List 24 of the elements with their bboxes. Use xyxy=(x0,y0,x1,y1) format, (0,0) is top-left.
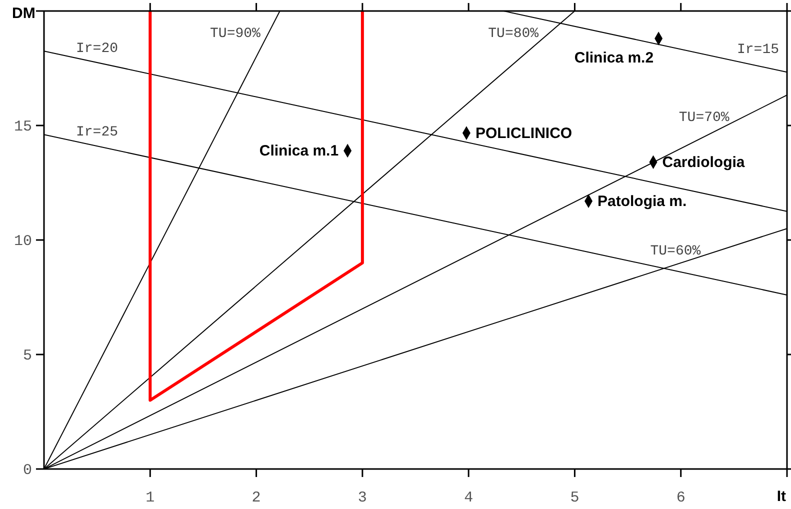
y-tick-label: 0 xyxy=(22,462,32,479)
legend-label: TU=90% xyxy=(210,26,262,42)
series-label: Ir=25 xyxy=(76,124,118,141)
y-tick-label: 5 xyxy=(22,347,32,364)
series-label: TU=60% xyxy=(650,244,702,260)
series-label: TU=70% xyxy=(678,110,730,126)
series-label: TU=80% xyxy=(488,26,540,42)
y-axis-title: DM xyxy=(12,5,36,22)
y-tick-label: 15 xyxy=(14,118,32,136)
x-tick-label: 3 xyxy=(358,490,367,507)
x-axis-title: It xyxy=(776,488,786,505)
x-tick-label: 6 xyxy=(676,490,686,507)
x-tick-label: 2 xyxy=(252,490,261,507)
series-label: POLICLINICO xyxy=(475,125,572,142)
y-tick-label: 10 xyxy=(14,232,32,250)
series-label: Ir=15 xyxy=(736,42,779,58)
x-tick-label: 1 xyxy=(146,490,155,507)
series-label: Clinica m.2 xyxy=(574,49,654,66)
x-tick-label: 5 xyxy=(570,490,580,507)
series-label: Patologia m. xyxy=(598,193,687,210)
series-label: Cardiologia xyxy=(662,154,746,172)
x-tick-label: 4 xyxy=(464,490,474,507)
series-label: Clinica m.1 xyxy=(259,142,339,160)
series-label: Ir=20 xyxy=(76,40,118,57)
